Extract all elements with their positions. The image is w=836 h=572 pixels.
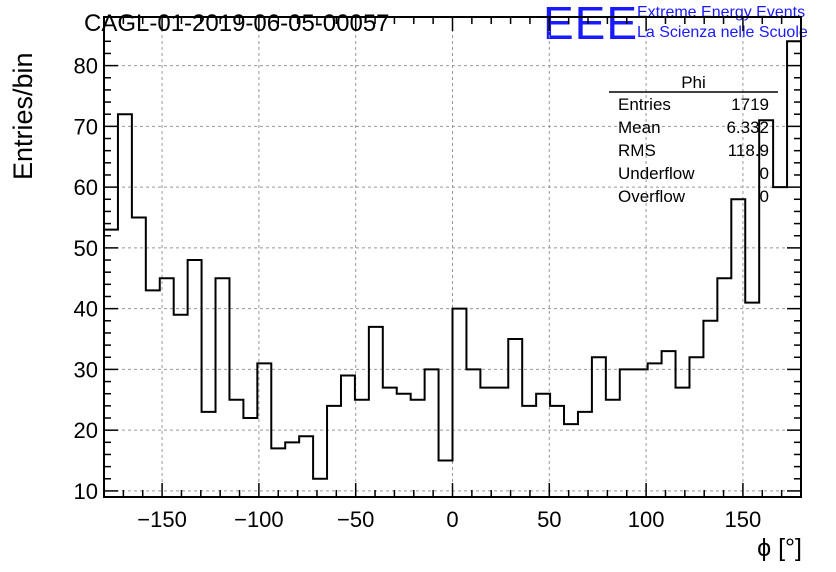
stats-value: 0 <box>760 164 769 183</box>
x-tick-label: −150 <box>137 507 187 532</box>
stats-value: 1719 <box>731 95 769 114</box>
x-axis-label: ϕ [°] <box>757 534 802 562</box>
x-tick-label: 100 <box>628 507 665 532</box>
y-tick-label: 10 <box>74 479 98 504</box>
y-tick-label: 60 <box>74 175 98 200</box>
histogram-step-line <box>104 40 801 480</box>
stats-value: 118.9 <box>728 141 769 160</box>
x-tick-label: 50 <box>537 507 561 532</box>
y-tick-label: 80 <box>74 54 98 79</box>
stats-label: RMS <box>618 141 656 160</box>
logo-line-2: La Scienza nelle Scuole <box>637 24 808 41</box>
x-tick-label: −50 <box>337 507 374 532</box>
y-tick-label: 50 <box>74 236 98 261</box>
axis-ticks: −150 −100 −50 0 50 100 150 10 20 30 40 50 60 70 80 <box>74 17 802 532</box>
stats-value: 0 <box>760 187 769 206</box>
eee-logo: EEE <box>543 0 639 49</box>
chart-title: CAGL-01-2019-06-05-00057 <box>84 10 390 37</box>
y-tick-label: 20 <box>74 418 98 443</box>
y-tick-label: 40 <box>74 297 98 322</box>
stats-label: Underflow <box>618 164 695 183</box>
stats-box: Phi Entries 1719 Mean 6.332 RMS 118.9 Underflow… <box>609 73 778 206</box>
stats-label: Mean <box>618 118 661 137</box>
x-tick-label: 150 <box>725 507 762 532</box>
stats-value: 6.332 <box>726 118 769 137</box>
y-tick-label: 70 <box>74 114 98 139</box>
x-tick-label: −100 <box>234 507 284 532</box>
y-tick-label: 30 <box>74 357 98 382</box>
stats-label: Entries <box>618 95 671 114</box>
x-tick-label: 0 <box>446 507 458 532</box>
stats-name: Phi <box>681 73 706 92</box>
stats-label: Overflow <box>618 187 686 206</box>
